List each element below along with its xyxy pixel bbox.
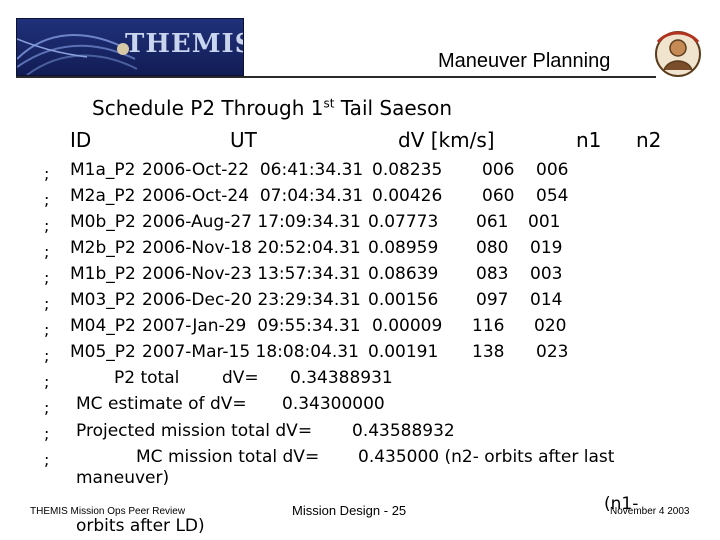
cell-id: M04_P2 — [70, 316, 136, 336]
p2-total-label: P2 total — [114, 368, 180, 388]
cell-ut: 2007-Jan-29 09:55:34.31 — [142, 316, 361, 336]
cell-n2: 006 — [536, 160, 569, 180]
heading-sup: st — [323, 96, 335, 111]
overflow-note-a: (n1- — [604, 494, 639, 514]
cell-n1: 006 — [482, 160, 515, 180]
cell-id: M2a_P2 — [70, 186, 136, 206]
p2-dv-label: dV= — [222, 368, 259, 388]
cell-ut: 2006-Nov-18 20:52:04.31 — [142, 238, 361, 258]
cell-id: M03_P2 — [70, 290, 136, 310]
cell-id: M2b_P2 — [70, 238, 136, 258]
projected-total-value: 0.43588932 — [352, 421, 455, 441]
mission-badge-icon — [655, 31, 701, 77]
cell-n1: 083 — [476, 264, 509, 284]
cell-id: M1a_P2 — [70, 160, 136, 180]
heading-tail: Tail Saeson — [334, 96, 452, 120]
bullet-marker: ; — [44, 450, 50, 469]
bullet-marker: ; — [44, 242, 50, 261]
cell-n1: 061 — [476, 212, 509, 232]
bullet-marker: ; — [44, 372, 50, 391]
header-divider — [16, 76, 656, 78]
col-header-n2: n2 — [636, 128, 662, 152]
cell-dv: 0.08639 — [368, 264, 439, 284]
cell-ut: 2006-Oct-22 06:41:34.31 — [142, 160, 364, 180]
projected-total-label: Projected mission total dV= — [76, 421, 313, 441]
cell-id: M05_P2 — [70, 342, 136, 362]
cell-ut: 2006-Nov-23 13:57:34.31 — [142, 264, 361, 284]
cell-dv: 0.00156 — [368, 290, 439, 310]
footer-left: THEMIS Mission Ops Peer Review — [30, 506, 186, 517]
cell-dv: 0.08959 — [368, 238, 439, 258]
heading-text: Schedule P2 Through 1 — [92, 96, 324, 120]
cell-ut: 2007-Mar-15 18:08:04.31 — [142, 342, 359, 362]
cell-n2: 023 — [536, 342, 569, 362]
cell-n1: 060 — [482, 186, 515, 206]
cell-ut: 2006-Oct-24 07:04:34.31 — [142, 186, 364, 206]
cell-dv: 0.00009 — [372, 316, 443, 336]
mc-mission-label: MC mission total dV= — [136, 447, 320, 467]
cell-n2: 003 — [530, 264, 563, 284]
bullet-marker: ; — [44, 294, 50, 313]
cell-dv: 0.00191 — [368, 342, 439, 362]
bullet-marker: ; — [44, 320, 50, 339]
col-header-ut: UT — [230, 128, 257, 152]
cell-dv: 0.07773 — [368, 212, 439, 232]
cell-n2: 020 — [534, 316, 567, 336]
bullet-marker: ; — [44, 164, 50, 183]
mc-estimate-value: 0.34300000 — [282, 394, 385, 414]
schedule-heading: Schedule P2 Through 1st Tail Saeson — [92, 96, 452, 120]
cell-n2: 019 — [530, 238, 563, 258]
cell-n1: 138 — [472, 342, 505, 362]
overflow-note-b: orbits after LD) — [76, 516, 205, 536]
page-title: Maneuver Planning — [438, 50, 611, 72]
cell-n1: 080 — [476, 238, 509, 258]
cell-n2: 014 — [530, 290, 563, 310]
cell-id: M1b_P2 — [70, 264, 136, 284]
bullet-marker: ; — [44, 346, 50, 365]
mc-mission-cont: maneuver) — [76, 468, 170, 488]
cell-ut: 2006-Aug-27 17:09:34.31 — [142, 212, 361, 232]
bullet-marker: ; — [44, 398, 50, 417]
cell-dv: 0.08235 — [372, 160, 443, 180]
cell-n1: 116 — [472, 316, 505, 336]
cell-n2: 054 — [536, 186, 569, 206]
cell-n1: 097 — [476, 290, 509, 310]
bullet-marker: ; — [44, 190, 50, 209]
mc-mission-value: 0.435000 (n2- orbits after last — [358, 447, 615, 467]
mc-estimate-label: MC estimate of dV= — [76, 394, 247, 414]
p2-dv-value: 0.34388931 — [290, 368, 393, 388]
bullet-marker: ; — [44, 424, 50, 443]
cell-n2: 001 — [528, 212, 561, 232]
themis-logo: THEMIS — [16, 18, 244, 76]
footer-right: November 4 2003 — [610, 506, 690, 517]
bullet-marker: ; — [44, 216, 50, 235]
col-header-dv: dV [km/s] — [398, 128, 495, 152]
cell-ut: 2006-Dec-20 23:29:34.31 — [142, 290, 361, 310]
magnetosphere-graphic — [17, 34, 138, 75]
cell-dv: 0.00426 — [372, 186, 443, 206]
bullet-marker: ; — [44, 268, 50, 287]
cell-id: M0b_P2 — [70, 212, 136, 232]
col-header-n1: n1 — [576, 128, 602, 152]
col-header-id: ID — [70, 128, 92, 152]
logo-wordmark: THEMIS — [125, 29, 244, 59]
footer-center: Mission Design - 25 — [292, 503, 407, 518]
